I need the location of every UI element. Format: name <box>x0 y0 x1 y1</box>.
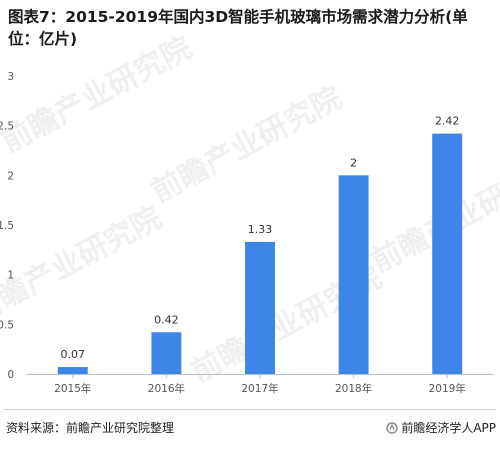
y-tick-label: 0 <box>7 369 14 381</box>
bar-2018年 <box>338 175 369 374</box>
source-note: 资料来源：前瞻产业研究院整理 <box>6 421 175 435</box>
x-tick-label: 2015年 <box>54 382 91 395</box>
y-tick-label: 2.5 <box>0 121 14 133</box>
chart-title: 图表7：2015-2019年国内3D智能手机玻璃市场需求潜力分析(单位：亿片) <box>8 8 468 48</box>
brand-text: 前瞻经济学人APP <box>401 421 496 435</box>
x-tick-label: 2017年 <box>241 382 278 395</box>
footer-divider <box>4 409 496 410</box>
data-label: 1.33 <box>248 223 273 236</box>
data-label: 0.07 <box>61 348 86 361</box>
bar-2019年 <box>432 133 463 374</box>
data-label: 0.42 <box>154 313 179 326</box>
bar-2017年 <box>245 241 275 374</box>
y-tick-label: 1 <box>7 270 14 282</box>
y-tick-label: 3 <box>7 71 14 83</box>
data-label: 2.42 <box>435 115 460 128</box>
brand-logo-icon <box>386 421 399 434</box>
bar-2015年 <box>57 367 88 374</box>
y-tick-label: 1.5 <box>0 220 14 232</box>
brand-credit: 前瞻经济学人APP <box>386 419 496 436</box>
x-tick-label: 2019年 <box>429 382 466 395</box>
x-tick-label: 2016年 <box>148 382 185 395</box>
bar-2016年 <box>151 332 182 374</box>
y-tick-label: 0.5 <box>0 319 14 331</box>
y-tick-label: 2 <box>7 170 14 182</box>
data-label: 2 <box>350 156 357 169</box>
x-tick-label: 2018年 <box>335 382 372 395</box>
